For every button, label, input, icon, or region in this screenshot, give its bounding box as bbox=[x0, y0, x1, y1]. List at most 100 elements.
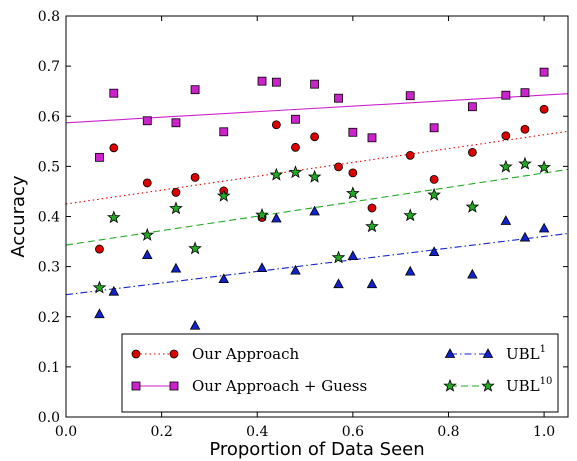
legend-label: Our Approach + Guess bbox=[192, 377, 367, 395]
data-point-triangle bbox=[170, 262, 182, 273]
data-point-circle bbox=[501, 131, 511, 141]
x-tick-label: 0.4 bbox=[246, 424, 268, 440]
legend: Our Approach Our Approach + Guess UBL1 UBL1… bbox=[121, 333, 559, 413]
data-point-square bbox=[520, 88, 530, 98]
data-point-triangle bbox=[271, 212, 282, 223]
data-point-triangle bbox=[108, 285, 120, 296]
data-point-square bbox=[429, 123, 439, 133]
data-point-triangle bbox=[467, 268, 478, 279]
trend-line-square bbox=[65, 93, 569, 124]
y-axis-title: Accuracy bbox=[8, 175, 29, 258]
x-tick-label: 1.0 bbox=[533, 424, 555, 440]
data-point-square bbox=[271, 77, 281, 87]
trend-line-star bbox=[65, 168, 569, 246]
data-point-circle bbox=[109, 143, 119, 153]
trend-line-circle bbox=[65, 130, 569, 205]
data-point-star bbox=[269, 167, 284, 181]
data-point-star bbox=[518, 156, 532, 170]
legend-marker-square bbox=[131, 381, 141, 391]
data-point-star bbox=[288, 165, 303, 179]
data-point-square bbox=[142, 116, 152, 126]
data-point-triangle bbox=[366, 278, 378, 289]
y-tick-label: 0.3 bbox=[38, 260, 60, 276]
data-point-star bbox=[92, 280, 107, 294]
data-point-triangle bbox=[290, 264, 301, 275]
data-point-circle bbox=[190, 173, 200, 182]
data-point-triangle bbox=[189, 319, 201, 330]
legend-label: UBL1 bbox=[506, 344, 546, 363]
data-point-square bbox=[95, 152, 104, 162]
legend-box bbox=[121, 333, 559, 413]
data-point-star bbox=[403, 208, 418, 222]
data-point-star bbox=[365, 219, 379, 233]
legend-marker-triangle bbox=[482, 348, 494, 358]
legend-marker-triangle bbox=[444, 348, 456, 358]
axis-ticks: 0.0 0.2 0.4 0.6 0.8 1.0 0.0 0.1 0.2 0.3 0.4 0.5 0.6 0… bbox=[38, 9, 568, 440]
trend-line-triangle bbox=[65, 232, 569, 296]
data-point-circle bbox=[171, 188, 181, 197]
data-point-star bbox=[537, 160, 551, 174]
data-point-triangle bbox=[519, 231, 531, 242]
data-point-square bbox=[405, 91, 415, 101]
data-point-square bbox=[367, 133, 377, 143]
data-point-circle bbox=[539, 104, 549, 114]
data-point-square bbox=[171, 118, 181, 128]
data-point-star bbox=[465, 199, 480, 213]
x-tick-label: 0.6 bbox=[342, 424, 364, 440]
data-point-circle bbox=[95, 244, 104, 254]
data-point-star bbox=[427, 187, 441, 201]
data-point-triangle bbox=[500, 215, 512, 225]
data-point-star bbox=[169, 201, 183, 215]
y-tick-label: 0.2 bbox=[38, 310, 60, 326]
data-point-square bbox=[348, 127, 358, 137]
data-point-square bbox=[257, 76, 267, 86]
data-point-circle bbox=[367, 203, 377, 213]
y-tick-label: 0.6 bbox=[38, 109, 60, 125]
data-point-circle bbox=[334, 162, 343, 172]
legend-entry: UBL10 bbox=[443, 376, 552, 395]
legend-marker-star bbox=[443, 378, 457, 392]
data-markers bbox=[92, 67, 551, 330]
x-tick-label: 0.8 bbox=[437, 424, 459, 440]
legend-label: UBL10 bbox=[506, 376, 552, 395]
y-tick-label: 0.7 bbox=[38, 59, 60, 75]
data-point-square bbox=[190, 85, 200, 95]
data-point-star bbox=[188, 241, 202, 255]
data-point-triangle bbox=[404, 265, 416, 276]
data-point-circle bbox=[291, 142, 300, 152]
legend-entry: Our Approach + Guess bbox=[131, 377, 367, 395]
data-point-circle bbox=[142, 178, 152, 188]
x-axis-title: Proportion of Data Seen bbox=[209, 439, 424, 460]
data-point-triangle bbox=[218, 273, 230, 284]
data-point-circle bbox=[520, 124, 530, 134]
data-point-circle bbox=[429, 175, 439, 184]
data-point-star bbox=[499, 159, 513, 173]
legend-marker-square bbox=[169, 381, 179, 391]
data-point-square bbox=[109, 88, 119, 98]
x-tick-label: 0.0 bbox=[55, 424, 77, 440]
data-point-square bbox=[219, 127, 229, 137]
data-point-square bbox=[334, 93, 343, 103]
legend-label: Our Approach bbox=[192, 345, 299, 363]
x-tick-label: 0.2 bbox=[150, 424, 172, 440]
data-point-star bbox=[140, 227, 155, 241]
data-point-circle bbox=[271, 120, 281, 130]
data-point-triangle bbox=[333, 278, 344, 289]
data-point-star bbox=[216, 188, 231, 202]
data-point-star bbox=[346, 186, 360, 200]
y-tick-label: 0.5 bbox=[38, 159, 60, 175]
data-point-circle bbox=[348, 168, 358, 178]
data-point-square bbox=[467, 102, 477, 112]
data-point-square bbox=[501, 90, 511, 100]
data-point-square bbox=[539, 67, 549, 77]
data-point-triangle bbox=[142, 249, 153, 259]
legend-marker-star bbox=[481, 378, 495, 392]
data-point-star bbox=[255, 207, 269, 221]
data-point-triangle bbox=[428, 246, 440, 256]
data-point-circle bbox=[310, 132, 320, 142]
y-tick-label: 0.1 bbox=[38, 360, 60, 376]
y-tick-label: 0.8 bbox=[38, 9, 60, 25]
y-tick-label: 0.4 bbox=[38, 210, 60, 226]
data-point-star bbox=[331, 250, 346, 264]
